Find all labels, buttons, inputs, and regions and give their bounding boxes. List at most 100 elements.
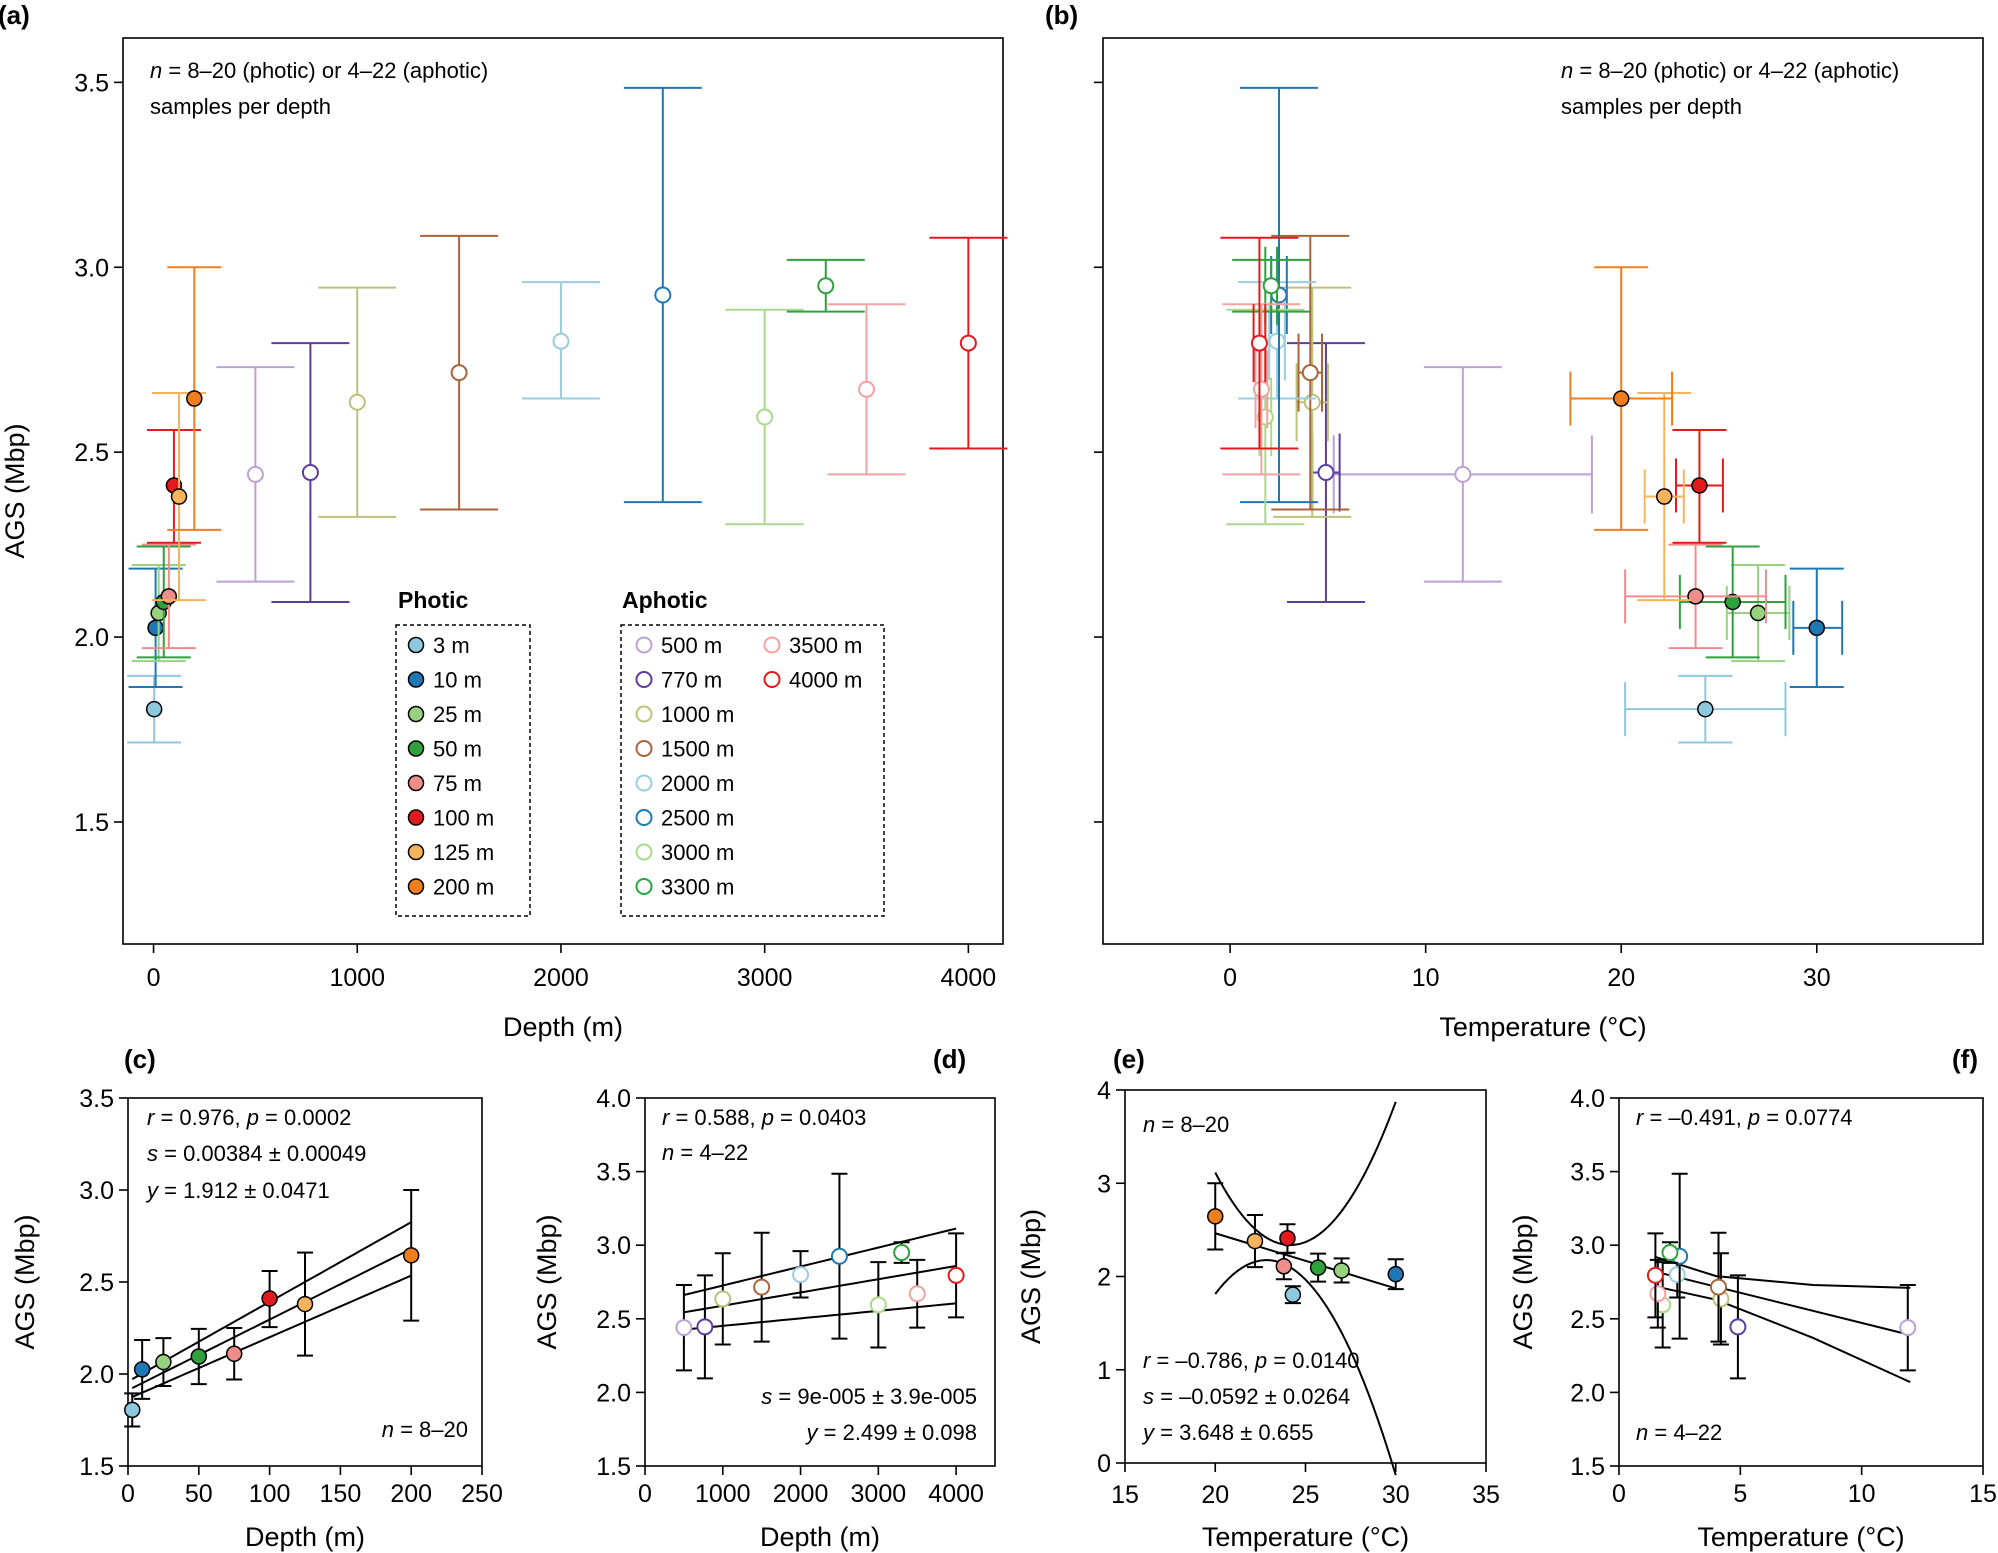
x-tick-label-f: 10 [1848,1480,1876,1508]
annotation-e-s: s = –0.0592 ± 0.0264 [1143,1384,1350,1409]
data-point-770m [1317,464,1335,482]
data-point-200m [402,1247,420,1264]
fit-lower-band-f [1655,1285,1911,1384]
legend-marker-25m [407,705,425,723]
annotation-e-r: r = –0.786, p = 0.0140 [1143,1348,1360,1373]
annotation-f-n: n = 4–22 [1636,1420,1722,1445]
data-point-4000m [959,334,977,352]
y-tick-label-d: 2.0 [596,1379,631,1407]
data-point-75m [160,588,178,605]
data-point-770m [696,1318,714,1336]
data-point-500m [246,465,264,483]
data-point-100m [1279,1230,1296,1247]
y-tick-label-f: 3.0 [1570,1232,1605,1260]
data-point-100m [1691,477,1708,494]
annotation-e-y: y = 3.648 ± 0.655 [1141,1420,1313,1445]
y-tick-label-f: 4.0 [1570,1085,1605,1113]
panel-label-d: (d) [933,1044,966,1074]
x-tick-label-f: 0 [1612,1480,1626,1508]
panel-label-b: (b) [1045,0,1078,30]
data-point-10m [1808,619,1826,637]
legend-label-3500m: 3500 m [789,633,862,658]
legend-label-50m: 50 m [433,737,482,762]
fit-upper-band-e [1214,1101,1397,1247]
y-tick-label-d: 4.0 [596,1085,631,1113]
panel-label-e: (e) [1113,1044,1145,1074]
data-point-1500m [1709,1278,1727,1296]
y-tick-label-a: 2.5 [74,439,109,467]
legend-title-aphotic: Aphotic [622,587,708,613]
annotation-a-samples: samples per depth [150,94,331,119]
data-point-125m [1246,1232,1264,1250]
y-tick-label-e: 4 [1097,1077,1111,1105]
data-point-4000m [1250,334,1268,352]
x-tick-label-b: 20 [1607,964,1635,992]
data-point-25m [1333,1262,1350,1279]
data-point-50m [190,1348,208,1365]
fit-upper-band-d [683,1227,957,1296]
legend-marker-10m [407,671,425,688]
legend-marker-3300m [635,878,653,895]
data-point-50m [1309,1259,1327,1276]
y-tick-label-f: 2.0 [1570,1379,1605,1407]
data-point-3000m [869,1296,887,1314]
y-axis-title-e: AGS (Mbp) [1016,1209,1046,1344]
x-tick-label-c: 250 [461,1480,503,1508]
data-point-500m [1454,465,1472,483]
x-tick-label-b: 30 [1803,964,1831,992]
x-tick-label-b: 0 [1223,964,1237,992]
x-tick-label-c: 50 [185,1480,213,1508]
data-point-3300m [893,1244,911,1262]
x-tick-label-b: 10 [1412,964,1440,992]
legend-marker-1000m [635,705,653,723]
data-point-2000m [792,1266,810,1284]
y-tick-label-e: 1 [1097,1357,1111,1385]
data-point-1500m [1301,364,1319,382]
data-point-50m [1724,593,1741,611]
legend-label-200m: 200 m [433,875,494,900]
data-point-770m [301,464,319,482]
legend-label-25m: 25 m [433,702,482,727]
data-point-3300m [817,277,835,295]
fit-lower-band-d [683,1302,957,1331]
x-tick-label-e: 35 [1472,1481,1500,1509]
legend-marker-2000m [635,774,653,792]
x-tick-label-a: 3000 [737,964,793,992]
legend-marker-500m [635,636,653,654]
data-point-4000m [1646,1266,1664,1284]
y-tick-label-d: 1.5 [596,1453,631,1481]
x-tick-label-a: 4000 [941,964,997,992]
y-tick-label-f: 3.5 [1570,1159,1605,1187]
data-point-200m [186,390,203,407]
legend-label-500m: 500 m [661,633,722,658]
x-tick-label-e: 30 [1382,1481,1410,1509]
x-tick-label-e: 20 [1201,1481,1229,1509]
data-point-3m [123,1401,141,1419]
legend-label-2500m: 2500 m [661,806,734,831]
data-point-125m [1655,488,1673,505]
fit-upper-band-f [1655,1256,1911,1289]
y-tick-label-a: 1.5 [74,809,109,837]
legend-label-10m: 10 m [433,668,482,693]
annotation-d-r: r = 0.588, p = 0.0403 [662,1105,866,1130]
data-point-125m [296,1295,314,1313]
x-tick-label-d: 1000 [695,1480,751,1508]
x-tick-label-a: 2000 [533,964,589,992]
fit-lower-band-e [1214,1259,1397,1476]
plot-frame-b [1102,37,1984,945]
data-point-770m [1729,1318,1747,1336]
y-axis-title-c: AGS (Mbp) [10,1214,40,1349]
legend-marker-3m [407,636,425,654]
data-point-3300m [1661,1244,1679,1262]
legend-label-125m: 125 m [433,840,494,865]
data-point-1000m [348,393,366,411]
data-point-10m [147,619,164,637]
y-tick-label-d: 3.0 [596,1232,631,1260]
fit-line-f [1655,1270,1911,1336]
legend-label-100m: 100 m [433,806,494,831]
x-axis-title-d: Depth (m) [760,1522,880,1552]
data-point-4000m [947,1266,965,1284]
data-point-75m [1275,1257,1293,1275]
plot-frame-f [1618,1097,1984,1467]
fit-line-c [131,1247,412,1389]
